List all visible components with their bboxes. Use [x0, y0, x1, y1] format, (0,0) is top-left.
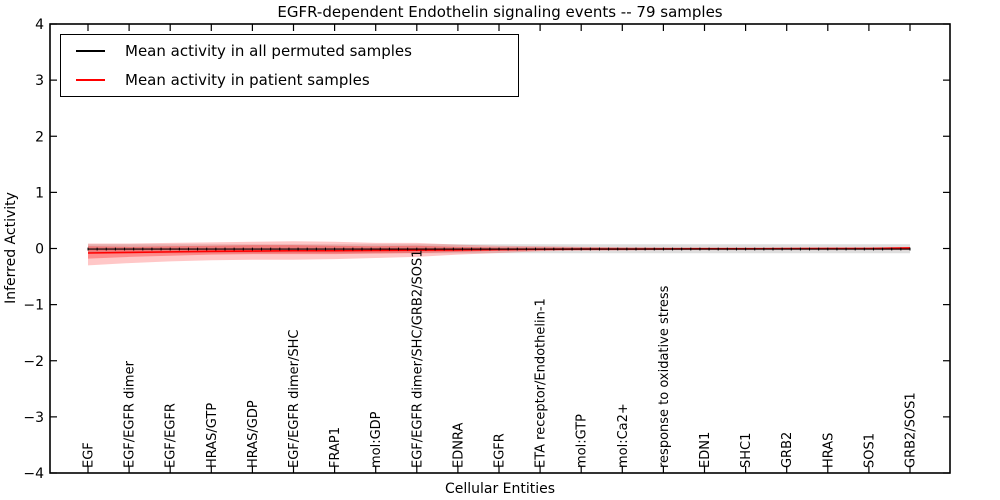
- y-tick-label: −2: [23, 354, 44, 370]
- y-tick-label: −4: [23, 466, 44, 482]
- x-tick-label: ETA receptor/Endothelin-1: [534, 298, 549, 468]
- x-ticks: [87, 24, 911, 473]
- x-tick-label: EGF/EGFR: [164, 403, 179, 468]
- x-tick-label: EGFR: [493, 433, 508, 468]
- x-tick-label: HRAS: [821, 433, 836, 468]
- y-tick-label: 2: [35, 129, 44, 145]
- x-tick-label: mol:GTP: [575, 414, 590, 468]
- x-tick-label: EDN1: [698, 432, 713, 468]
- x-tick-label: HRAS/GDP: [246, 400, 261, 468]
- y-axis-label: Inferred Activity: [3, 192, 19, 304]
- legend: Mean activity in all permuted samples Me…: [60, 34, 519, 97]
- x-tick-label: EGF/EGFR dimer/SHC/GRB2/SOS1: [410, 250, 425, 469]
- legend-line-sample-red: [76, 78, 105, 81]
- y-ticks: [50, 23, 950, 474]
- legend-line-sample-black: [76, 50, 105, 53]
- legend-entry-permuted: Mean activity in all permuted samples: [61, 38, 518, 64]
- x-tick-label: EGF: [82, 442, 97, 468]
- legend-label: Mean activity in all permuted samples: [125, 42, 412, 61]
- x-tick-label: GRB2: [780, 432, 795, 468]
- y-tick-label: −3: [23, 410, 44, 426]
- y-tick-label: 3: [35, 73, 44, 89]
- y-tick-label: −1: [23, 298, 44, 314]
- x-axis-label: Cellular Entities: [444, 481, 556, 497]
- legend-entry-patient: Mean activity in patient samples: [61, 67, 518, 93]
- x-tick-label: response to oxidative stress: [657, 285, 672, 468]
- x-tick-label: EGF/EGFR dimer/SHC: [287, 330, 302, 468]
- x-tick-label: FRAP1: [328, 427, 343, 468]
- chart-title: EGFR-dependent Endothelin signaling even…: [277, 3, 723, 21]
- errorbar-caps: [87, 247, 911, 251]
- y-tick-label: 0: [35, 242, 44, 258]
- y-tick-labels: 4 3 2 1 0 −1 −2 −3 −4: [23, 17, 44, 482]
- legend-label: Mean activity in patient samples: [125, 70, 370, 89]
- x-tick-labels: EGF EGF/EGFR dimer EGF/EGFR HRAS/GTP HRAS/GD…: [82, 250, 919, 469]
- x-tick-label: HRAS/GTP: [205, 403, 220, 468]
- x-tick-label: mol:Ca2+: [616, 403, 631, 468]
- x-tick-label: mol:GDP: [369, 411, 384, 468]
- y-tick-label: 4: [35, 17, 44, 33]
- y-tick-label: 1: [35, 185, 44, 201]
- x-tick-label: EGF/EGFR dimer: [123, 360, 138, 468]
- x-tick-label: SOS1: [862, 433, 877, 468]
- patient-outer-band: [88, 241, 910, 266]
- x-tick-label: SHC1: [739, 433, 754, 468]
- x-tick-label: EDNRA: [451, 423, 466, 468]
- x-tick-label: GRB2/SOS1: [904, 392, 919, 468]
